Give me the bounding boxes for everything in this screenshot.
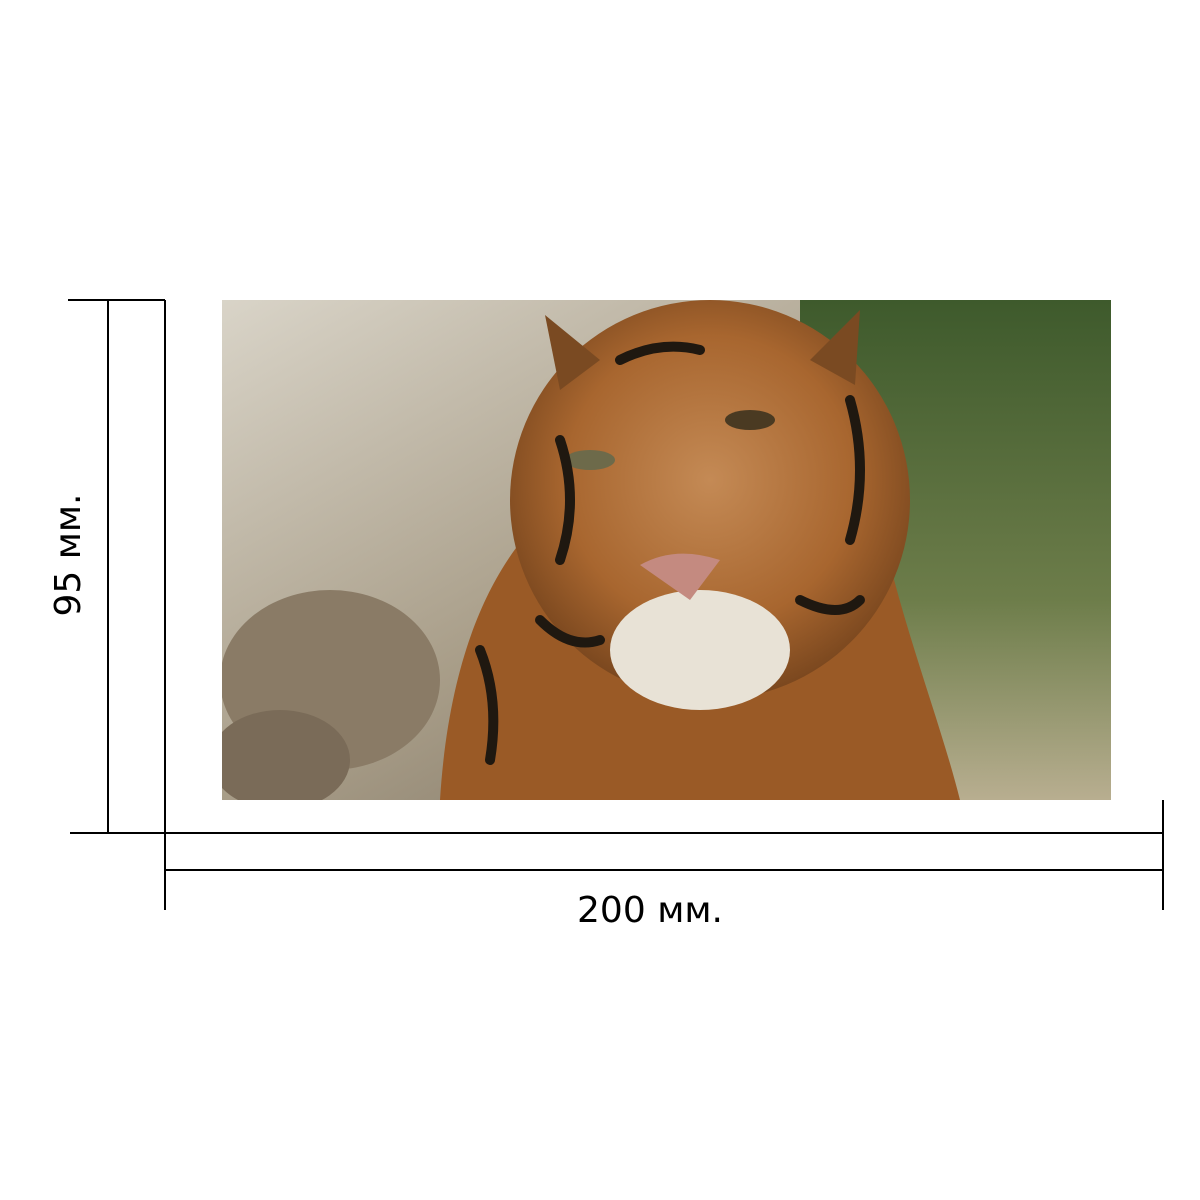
height-label: 95 мм. [48, 493, 89, 616]
height-dimension: 95 мм. [48, 299, 166, 834]
photo [222, 300, 1111, 800]
width-label: 200 мм. [577, 890, 723, 931]
width-dimension: 200 мм. [164, 800, 1164, 931]
